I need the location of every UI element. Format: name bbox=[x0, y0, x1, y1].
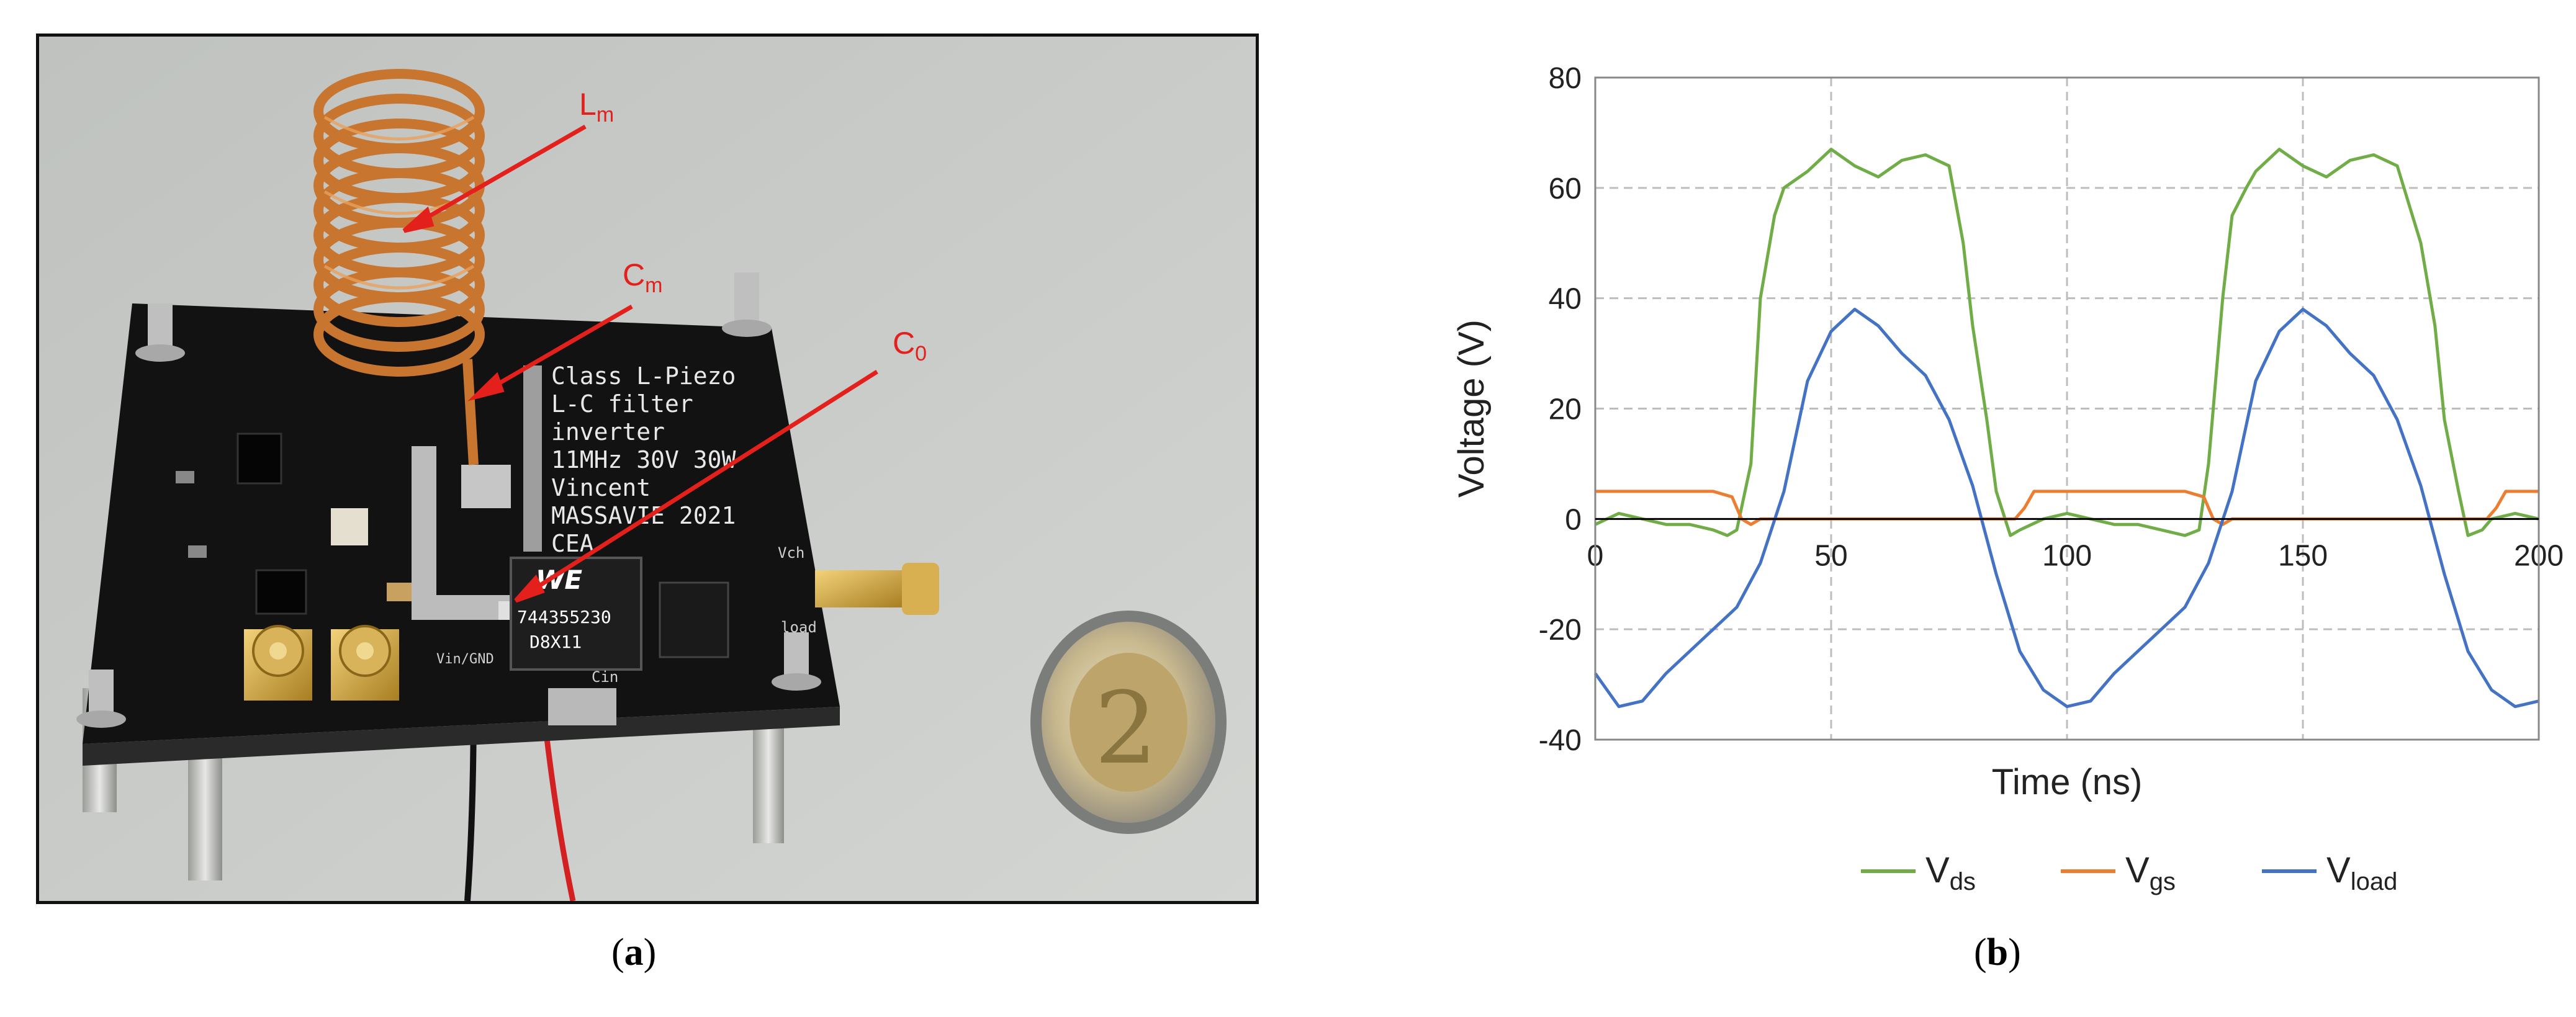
legend: Vds Vgs Vload bbox=[1861, 850, 2397, 895]
y-tick-label: 80 bbox=[1549, 62, 1582, 95]
y-tick-label: -40 bbox=[1539, 724, 1582, 757]
sma-connector bbox=[331, 625, 399, 701]
standoff bbox=[135, 303, 185, 362]
ic-chip bbox=[255, 569, 307, 615]
sma-edge-connector bbox=[815, 563, 939, 615]
x-tick-label: 150 bbox=[2278, 539, 2328, 572]
board-text-line: inverter bbox=[551, 418, 665, 446]
series-line-ds bbox=[1594, 148, 2539, 537]
legend-label-load: Vload bbox=[2326, 850, 2397, 895]
smd-part bbox=[188, 545, 207, 558]
x-tick-label: 100 bbox=[2042, 539, 2092, 572]
pcb-trace bbox=[523, 365, 542, 552]
inductor-module bbox=[510, 557, 642, 671]
smd-part bbox=[387, 583, 412, 601]
circuit-photo: Class L-Piezo L-C filter inverter 11MHz … bbox=[39, 37, 1256, 901]
vch-label: Vch bbox=[778, 544, 804, 562]
y-tick-label: -20 bbox=[1539, 614, 1582, 647]
euro-coin: 2 bbox=[1030, 611, 1227, 834]
trimmer bbox=[331, 508, 368, 545]
board-text-line: CEA bbox=[551, 530, 594, 557]
board-text-line: L-C filter bbox=[551, 390, 693, 418]
legend-label-ds: Vds bbox=[1925, 850, 1976, 895]
coin-numeral: 2 bbox=[1094, 670, 1158, 786]
cin-label: Cin bbox=[592, 668, 618, 686]
ic-chip bbox=[236, 432, 282, 485]
x-axis-title: Time (ns) bbox=[1992, 762, 2143, 802]
sma-connector bbox=[244, 625, 312, 701]
y-tick-label: 0 bbox=[1565, 503, 1582, 536]
y-axis-title: Voltage (V) bbox=[1451, 320, 1492, 498]
board-text-line: MASSAVIE 2021 bbox=[551, 502, 736, 529]
standoff bbox=[722, 272, 772, 337]
x-tick-label: 50 bbox=[1814, 539, 1847, 572]
annotation-arrows bbox=[402, 124, 878, 603]
copper-coil bbox=[313, 69, 485, 465]
standoff bbox=[76, 670, 126, 728]
y-tick-label: 20 bbox=[1549, 393, 1582, 426]
pcb-trace bbox=[412, 446, 436, 620]
caption-b: (b) bbox=[1974, 931, 2021, 974]
component-text: D8X11 bbox=[529, 632, 582, 652]
label-c0: C0 bbox=[893, 326, 927, 365]
label-lm: Lm bbox=[579, 87, 615, 127]
board-silkscreen: Class L-Piezo L-C filter inverter 11MHz … bbox=[551, 362, 736, 557]
label-cm: Cm bbox=[623, 258, 663, 297]
board-text-line: 11MHz 30V 30W bbox=[551, 446, 736, 473]
series-line-load bbox=[1593, 307, 2539, 709]
legend-label-gs: Vgs bbox=[2125, 850, 2176, 895]
standoff bbox=[772, 632, 821, 691]
smd-part bbox=[176, 471, 194, 483]
pcb-edge bbox=[83, 707, 840, 766]
capacitor-cm bbox=[461, 465, 511, 508]
cin-capacitor bbox=[548, 688, 616, 725]
y-tick-label: 60 bbox=[1549, 172, 1582, 205]
small-inductor bbox=[659, 581, 729, 658]
caption-a: (a) bbox=[611, 931, 657, 974]
board-text-line: Vincent bbox=[551, 474, 651, 501]
vin-gnd-label: Vin/GND bbox=[436, 652, 494, 667]
component-text: 744355230 bbox=[517, 607, 611, 627]
board-text-line: Class L-Piezo bbox=[551, 362, 736, 390]
photo-panel: Class L-Piezo L-C filter inverter 11MHz … bbox=[36, 34, 1259, 904]
grid-layer bbox=[1595, 76, 2539, 741]
plot-frame bbox=[1594, 76, 2540, 741]
y-tick-label: 40 bbox=[1549, 283, 1582, 316]
